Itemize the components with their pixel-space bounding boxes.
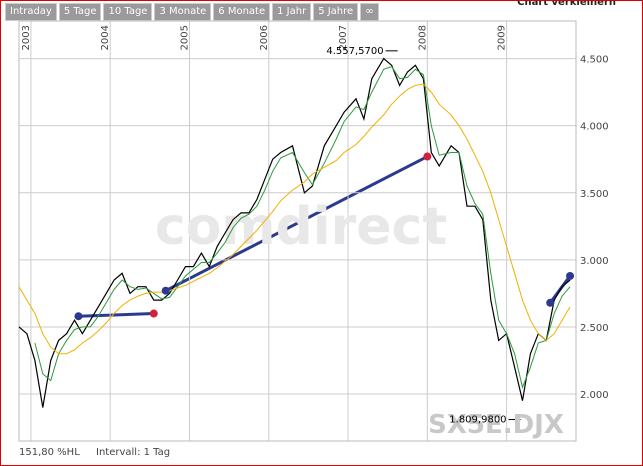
extreme-label: 1.809,9800 — [449, 415, 506, 426]
y-tick-label: 2.000 — [580, 390, 609, 401]
y-tick-label: 4.000 — [580, 122, 609, 133]
trend-line — [164, 155, 429, 293]
trend-point — [149, 309, 158, 318]
x-tick-label: 2009 — [497, 25, 508, 50]
trend-point — [74, 312, 83, 321]
trend-point — [546, 298, 555, 307]
y-tick-label: 3.500 — [580, 189, 609, 200]
series-line — [18, 83, 571, 355]
x-tick-label: 2004 — [100, 25, 111, 50]
y-tick-label: 3.000 — [580, 256, 609, 267]
range-tab[interactable]: 5 Tage — [58, 3, 102, 21]
y-tick-label: 4.500 — [580, 55, 609, 66]
extreme-label: 4.557,5700 — [326, 46, 383, 57]
shrink-button[interactable]: Chart verkleinern — [517, 0, 616, 8]
x-tick-label: 2007 — [338, 25, 349, 50]
range-tab[interactable]: ∞ — [360, 3, 379, 21]
footer-interval: Intervall: 1 Tag — [96, 447, 170, 458]
x-tick-label: 2006 — [259, 25, 270, 50]
trend-point — [161, 286, 170, 295]
watermark: comdirect — [155, 197, 447, 257]
trend-point — [566, 271, 575, 280]
plot-frame — [18, 20, 577, 442]
trend-point — [423, 152, 432, 161]
series-line — [18, 57, 571, 408]
trend-line — [78, 312, 154, 318]
series-line — [34, 66, 571, 389]
y-tick-label: 2.500 — [580, 323, 609, 334]
symbol: SX5E.DJX — [428, 410, 564, 440]
x-tick-label: 2008 — [417, 25, 428, 50]
x-tick-label: 2005 — [179, 25, 190, 50]
footer-scale: 151,80 %HL — [19, 447, 80, 458]
x-tick-label: 2003 — [21, 25, 32, 50]
